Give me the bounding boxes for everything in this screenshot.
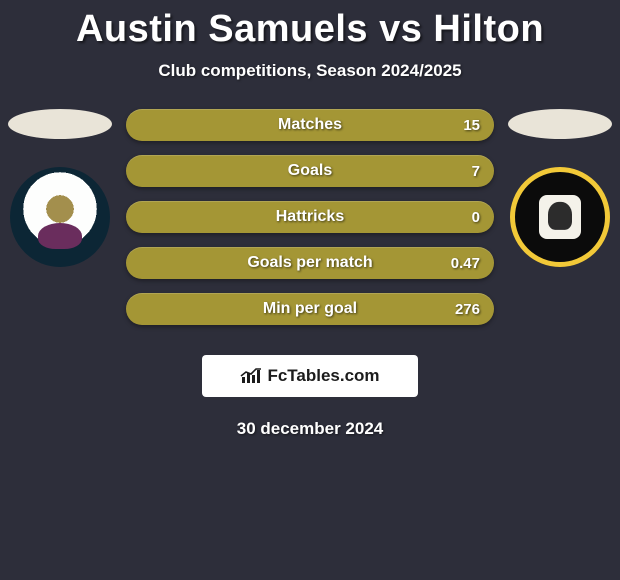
left-club-badge — [10, 167, 110, 267]
left-column — [8, 109, 112, 267]
snapshot-date: 30 december 2024 — [0, 419, 620, 439]
stat-label: Goals per match — [126, 254, 494, 272]
stat-bar-goals-per-match: Goals per match 0.47 — [126, 247, 494, 279]
right-club-badge — [510, 167, 610, 267]
stat-bar-hattricks: Hattricks 0 — [126, 201, 494, 233]
stat-bar-matches: Matches 15 — [126, 109, 494, 141]
page-title: Austin Samuels vs Hilton — [0, 8, 620, 51]
stat-label: Hattricks — [126, 208, 494, 226]
bar-chart-icon — [240, 367, 262, 385]
stat-value-right: 15 — [463, 117, 480, 134]
stat-bar-min-per-goal: Min per goal 276 — [126, 293, 494, 325]
comparison-card: Austin Samuels vs Hilton Club competitio… — [0, 0, 620, 439]
stat-label: Goals — [126, 162, 494, 180]
right-player-ellipse — [508, 109, 612, 139]
stat-value-right: 276 — [455, 301, 480, 318]
stat-bar-goals: Goals 7 — [126, 155, 494, 187]
right-column — [508, 109, 612, 267]
main-row: Matches 15 Goals 7 Hattricks 0 Goals per… — [0, 109, 620, 325]
stat-value-right: 0 — [472, 209, 480, 226]
stat-value-right: 0.47 — [451, 255, 480, 272]
stat-label: Matches — [126, 116, 494, 134]
brand-label: FcTables.com — [267, 366, 379, 386]
stat-value-right: 7 — [472, 163, 480, 180]
brand-badge: FcTables.com — [202, 355, 418, 397]
stats-column: Matches 15 Goals 7 Hattricks 0 Goals per… — [112, 109, 508, 325]
season-subtitle: Club competitions, Season 2024/2025 — [0, 61, 620, 81]
left-player-ellipse — [8, 109, 112, 139]
stat-label: Min per goal — [126, 300, 494, 318]
